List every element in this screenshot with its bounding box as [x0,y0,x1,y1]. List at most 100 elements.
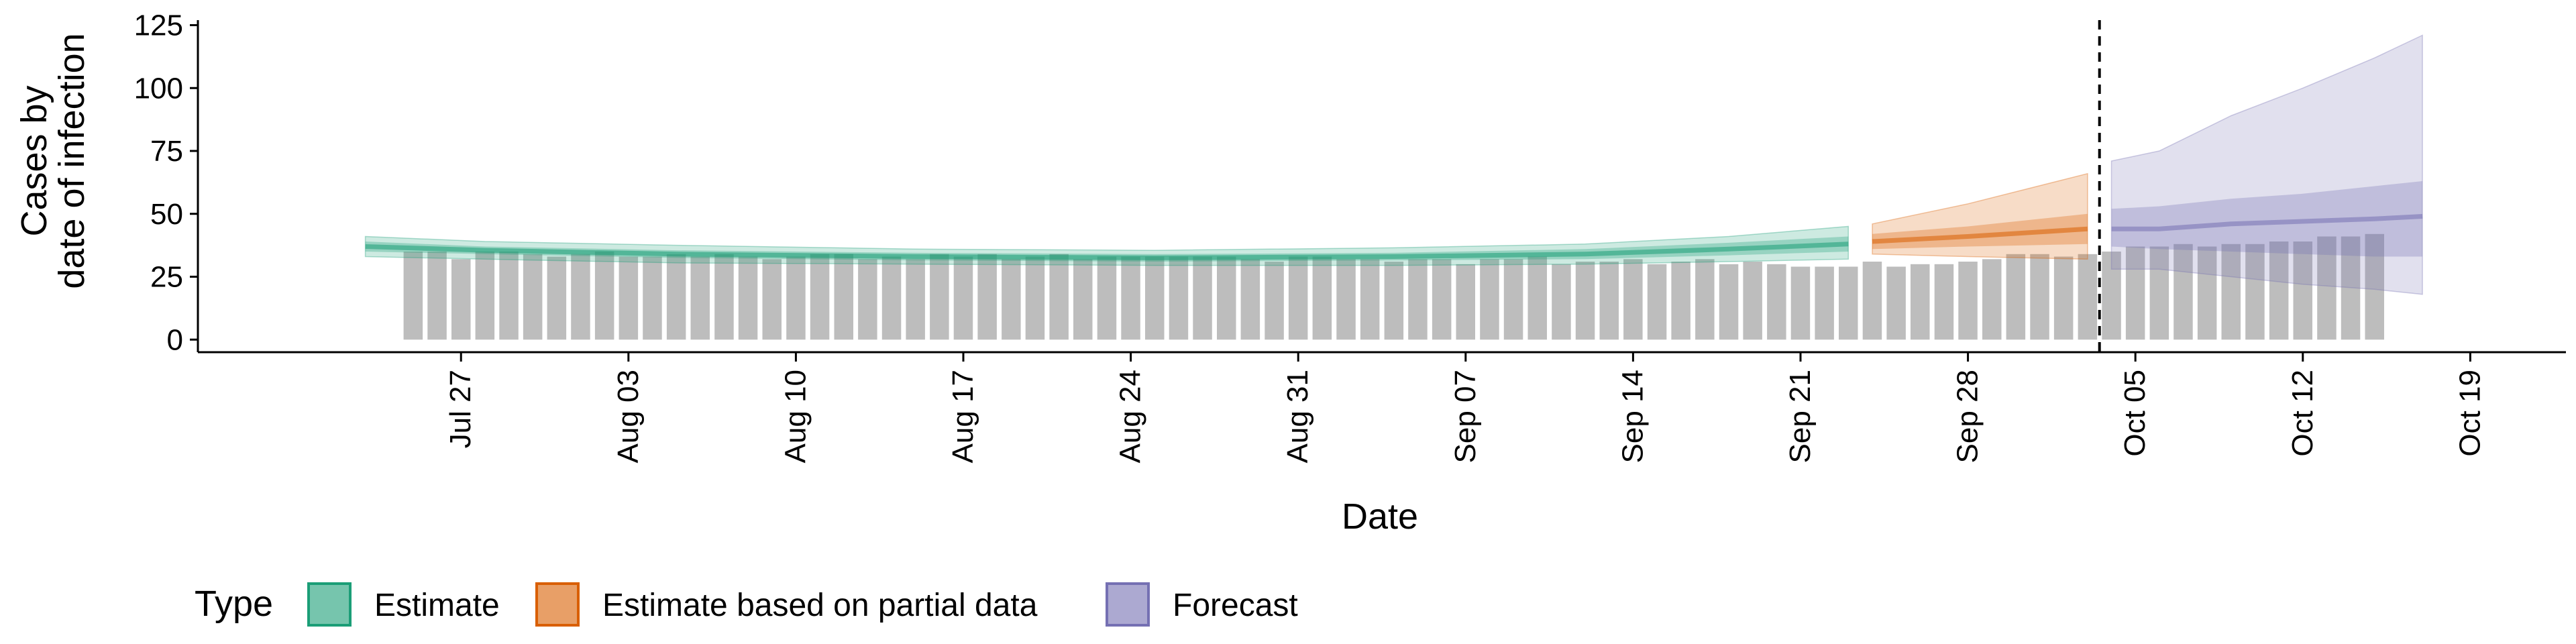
bar [2293,241,2312,340]
bar [1408,259,1428,340]
x-tick-label: Aug 31 [1281,370,1314,463]
bar [1025,256,1045,340]
bar [714,254,734,340]
bar [1360,259,1380,340]
bar [427,252,447,340]
x-tick-label: Oct 19 [2453,370,2486,457]
bar [1384,262,1404,340]
bar [403,252,423,340]
bar [1121,256,1140,340]
bar [2341,236,2361,340]
x-tick-label: Oct 12 [2286,370,2319,457]
bar [2102,252,2121,340]
bar [858,259,877,340]
y-tick-label: 50 [150,198,183,231]
bar [834,254,853,340]
bar [810,254,830,340]
x-tick-label: Oct 05 [2118,370,2151,457]
bar [1049,254,1069,340]
bar [2269,241,2289,340]
bar [1073,259,1093,340]
x-tick-label: Jul 27 [444,370,477,448]
x-axis-title: Date [1342,496,1418,537]
bar [1911,264,1930,340]
x-tick-label: Aug 03 [612,370,645,463]
bar [2317,236,2337,340]
y-tick-label: 25 [150,261,183,294]
y-tick-label: 125 [134,9,183,42]
legend-swatch-forecast [1106,582,1150,627]
legend: Type Estimate Estimate based on partial d… [195,582,1298,627]
bar [2197,246,2217,340]
bar [1456,264,1475,340]
y-tick-label: 75 [150,135,183,168]
bar [1145,256,1165,340]
bar [1193,256,1212,340]
bar [2125,246,2145,340]
bar [666,254,686,340]
bar [881,256,902,340]
bar [2006,254,2026,340]
bar [643,256,662,340]
bar [499,252,519,340]
bar [2149,246,2169,340]
bar [2221,244,2241,340]
forecast-inner-band [2111,181,2423,257]
x-tick-label: Sep 21 [1784,370,1817,463]
bar [571,254,590,340]
bar [977,254,997,340]
bar [1480,259,1499,340]
bar [1217,256,1236,340]
bar [1336,259,1356,340]
bar [1623,259,1643,340]
labels-layer: Date Cases by date of infection [14,33,1418,537]
bar [1982,259,2002,340]
bar [619,256,639,340]
y-axis-title-line-1: Cases by [14,85,54,236]
bar [953,256,973,340]
bar [1815,266,1834,340]
bar [594,252,614,340]
x-tick-label: Aug 24 [1114,370,1147,463]
bar [1743,262,1762,340]
x-tick-label: Sep 14 [1616,370,1649,463]
forecast-median-line [2111,214,2423,231]
bar [738,256,758,340]
axes-layer: 0 25 50 75 100 125 Jul 27 Aug 03 Aug 10 Aug 17 Aug… [134,9,2566,463]
bar [2245,244,2265,340]
legend-label-estimate-based-on-partial-data: Estimate based on partial data [602,588,1038,623]
bar [1002,259,1021,340]
bar [2365,233,2384,340]
bar [1097,256,1117,340]
x-tick-label: Sep 07 [1449,370,1482,463]
bar [2174,244,2193,340]
bar [1288,256,1308,340]
bar [1169,256,1189,340]
bar [1575,262,1595,340]
bar [762,259,782,340]
bar [906,259,925,340]
bar [1671,262,1690,340]
bar [1647,264,1667,340]
bar [2030,254,2049,340]
bar [1265,262,1284,340]
bar [475,252,495,340]
bar [930,254,949,340]
bar [1312,256,1332,340]
bar [451,259,471,340]
bar [1599,262,1619,340]
y-tick-label: 0 [167,323,183,356]
bar [1695,259,1715,340]
x-tick-label: Aug 17 [947,370,979,463]
bar [523,254,543,340]
legend-label-forecast: Forecast [1173,588,1298,623]
x-tick-label: Aug 10 [779,370,812,463]
estimate-median-line [365,241,1849,260]
legend-title: Type [195,584,273,624]
bar [786,256,806,340]
y-axis-title-line-2: date of infection [52,33,92,288]
legend-swatch-estimate [307,582,352,627]
bar [2078,254,2098,340]
bars-layer [403,233,2384,340]
